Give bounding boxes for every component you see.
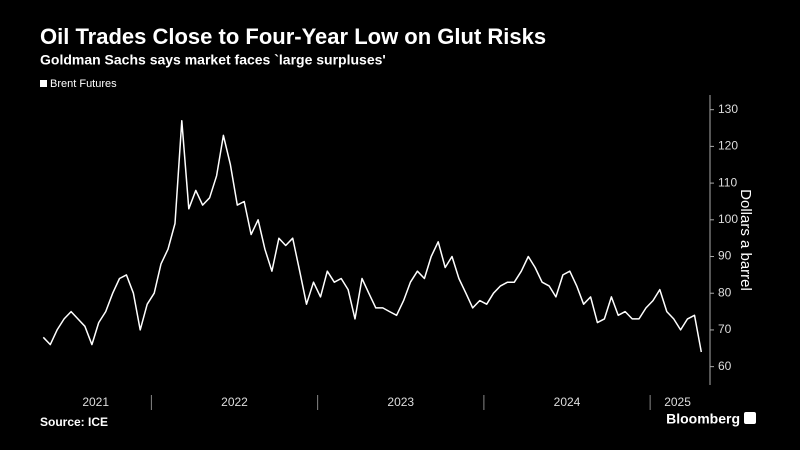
x-tick-label: 2022 xyxy=(221,395,248,409)
x-tick-label: 2024 xyxy=(554,395,581,409)
price-line xyxy=(42,119,703,353)
y-axis-label: Dollars a barrel xyxy=(737,189,754,291)
x-tick-label: 2021 xyxy=(82,395,109,409)
chart-title: Oil Trades Close to Four-Year Low on Glu… xyxy=(40,24,546,49)
brand: Bloomberg xyxy=(666,411,740,427)
legend-label: Brent Futures xyxy=(50,78,117,90)
source: Source: ICE xyxy=(40,415,108,429)
legend-swatch xyxy=(40,80,47,87)
y-tick-label: 90 xyxy=(718,249,732,263)
y-tick-label: 100 xyxy=(718,212,738,226)
y-tick-label: 80 xyxy=(718,285,732,299)
chart-subtitle: Goldman Sachs says market faces `large s… xyxy=(40,52,386,68)
y-tick-label: 110 xyxy=(718,175,737,189)
y-tick-label: 60 xyxy=(718,359,732,373)
y-tick-label: 120 xyxy=(718,139,738,153)
x-tick-label: 2023 xyxy=(387,395,414,409)
y-tick-label: 70 xyxy=(718,322,732,336)
brand-icon xyxy=(744,412,756,424)
y-tick-label: 130 xyxy=(718,102,738,116)
x-tick-label: 2025 xyxy=(664,395,691,409)
